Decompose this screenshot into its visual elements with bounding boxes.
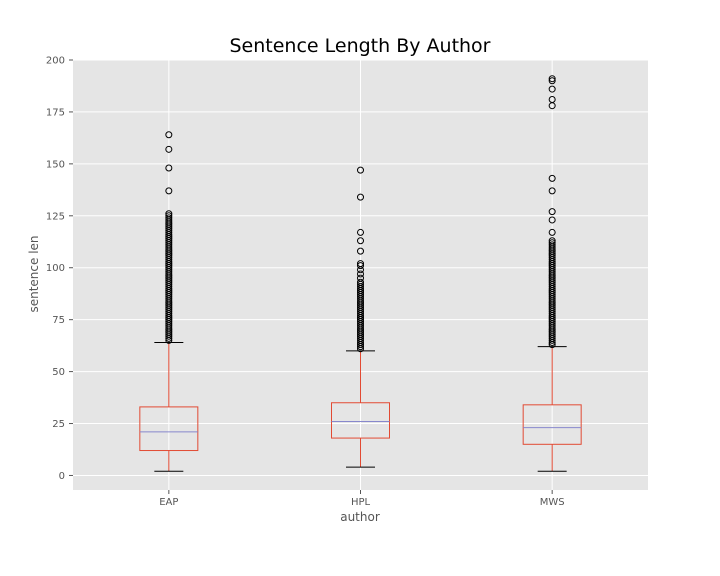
box-hpl <box>331 166 390 468</box>
outlier-point <box>165 210 173 218</box>
outlier-point <box>548 174 556 182</box>
x-tick-label: MWS <box>540 497 565 508</box>
outlier-point <box>357 166 364 174</box>
x-tick-label: EAP <box>159 497 178 508</box>
outlier-point <box>357 228 364 236</box>
x-axis-label: author <box>340 510 380 524</box>
outlier-point <box>357 270 364 278</box>
x-axis-ticks: EAP HPL MWS <box>159 490 565 508</box>
outlier-point <box>548 75 556 83</box>
outlier-point <box>357 247 364 255</box>
outlier-point <box>548 95 556 103</box>
outlier-point <box>165 187 173 195</box>
box-series <box>139 75 582 472</box>
box-mws <box>522 75 582 472</box>
box-iqr <box>139 406 199 452</box>
outlier-point <box>357 274 364 282</box>
outlier-point <box>165 214 173 222</box>
box-eap <box>139 131 199 472</box>
outlier-point <box>548 77 556 85</box>
y-axis-label: sentence len <box>27 235 41 312</box>
outlier-point <box>548 241 556 249</box>
y-axis-ticks: 0 25 50 75 100 125 150 175 200 <box>46 56 73 482</box>
outlier-point <box>165 131 173 139</box>
y-tick-label: 0 <box>59 471 65 482</box>
outlier-point <box>165 212 173 220</box>
y-tick-label: 100 <box>46 263 65 274</box>
outlier-point <box>357 260 364 268</box>
y-tick-label: 25 <box>52 419 65 430</box>
x-tick-label: HPL <box>351 497 371 508</box>
outlier-point <box>357 262 364 270</box>
outlier-point <box>165 145 173 153</box>
outlier-point <box>548 187 556 195</box>
y-tick-label: 50 <box>52 367 65 378</box>
y-tick-label: 200 <box>46 56 65 67</box>
outlier-point <box>357 282 364 290</box>
y-tick-label: 75 <box>52 315 65 326</box>
box-iqr <box>522 404 582 445</box>
outlier-point <box>357 237 364 245</box>
outlier-point <box>548 237 556 245</box>
y-tick-label: 125 <box>46 211 65 222</box>
outlier-point <box>357 193 364 201</box>
outlier-point <box>548 216 556 224</box>
outlier-point <box>357 278 364 286</box>
y-tick-label: 175 <box>46 107 65 118</box>
box-iqr <box>331 402 390 439</box>
outlier-point <box>548 85 556 93</box>
outlier-point <box>165 164 173 172</box>
outlier-point <box>548 228 556 236</box>
outlier-point <box>548 208 556 216</box>
y-tick-label: 150 <box>46 159 65 170</box>
outlier-point <box>548 239 556 247</box>
chart-title: Sentence Length By Author <box>229 35 490 57</box>
